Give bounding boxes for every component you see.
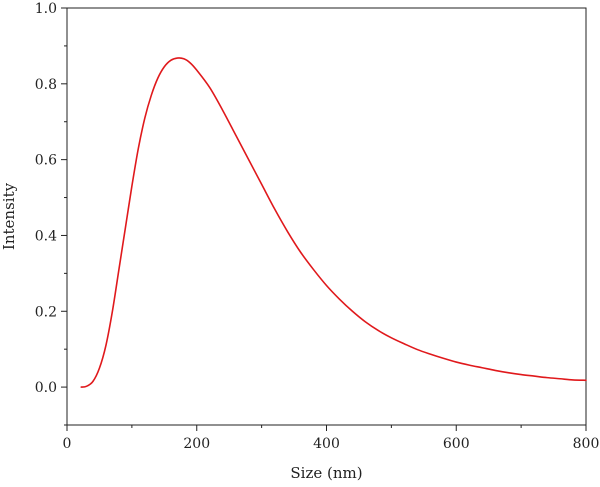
intensity-series-line (80, 57, 587, 388)
y-tick-label: 0.4 (35, 228, 57, 244)
y-axis: 0.0 0.2 0.4 0.6 0.8 1.0 (35, 1, 67, 426)
y-tick-label: 0.8 (35, 77, 57, 93)
x-tick-label: 200 (183, 436, 210, 452)
x-tick-label: 400 (313, 436, 340, 452)
x-tick-label: 0 (63, 436, 72, 452)
x-tick-label: 600 (443, 436, 470, 452)
y-tick-label: 1.0 (35, 1, 57, 17)
x-axis: 0 200 400 600 800 (63, 425, 600, 452)
x-axis-title: Size (nm) (290, 464, 362, 482)
x-tick-label: 800 (573, 436, 600, 452)
y-axis-title: Intensity (0, 182, 18, 250)
y-tick-label: 0.6 (35, 153, 57, 169)
y-tick-label: 0.2 (35, 304, 57, 320)
plot-frame (66, 7, 587, 426)
y-tick-label: 0.0 (35, 380, 57, 396)
